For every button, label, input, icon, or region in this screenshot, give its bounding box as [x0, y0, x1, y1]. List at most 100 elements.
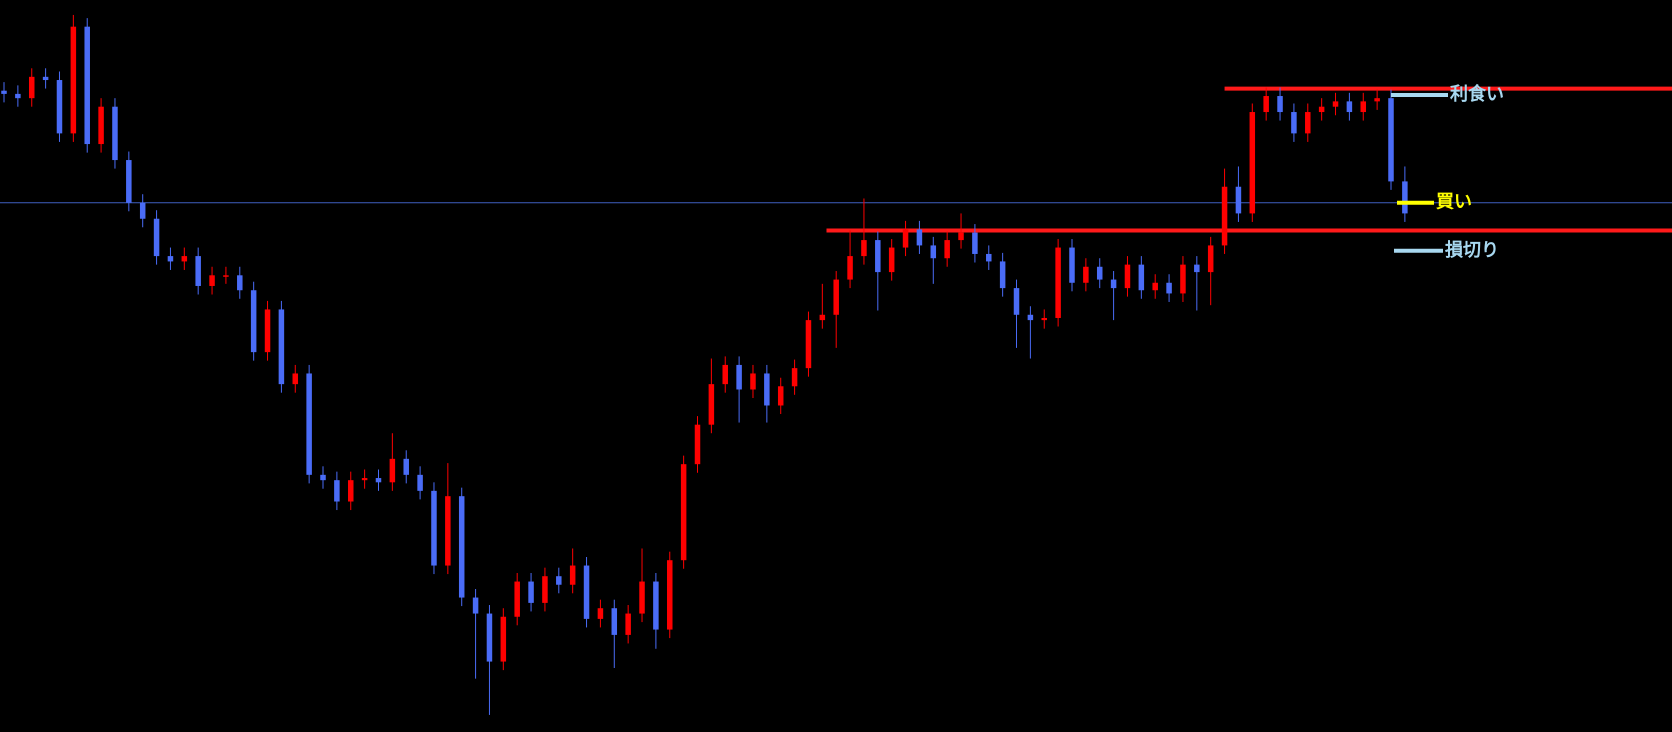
- candle-body: [195, 256, 201, 286]
- candle-body: [306, 373, 312, 475]
- candle-body: [1207, 245, 1214, 273]
- candle-body: [847, 256, 853, 280]
- candle-body: [445, 496, 451, 566]
- candle-body: [514, 581, 520, 617]
- candle-body: [70, 26, 77, 134]
- candle-body: [320, 474, 326, 481]
- candle-body: [791, 368, 798, 387]
- candle-body: [209, 275, 215, 286]
- candle-body: [708, 384, 715, 425]
- candle-body: [902, 229, 909, 248]
- candle-body: [1027, 314, 1034, 321]
- candle-body: [888, 247, 895, 273]
- candle-body: [556, 576, 562, 585]
- candle-body: [1, 90, 7, 94]
- candle-body: [472, 597, 479, 614]
- candle-body: [777, 386, 784, 406]
- candle-body: [389, 458, 396, 483]
- candle-body: [361, 478, 368, 481]
- candle-body: [139, 202, 146, 219]
- candle-body: [375, 478, 382, 483]
- candle-body: [583, 565, 590, 619]
- candle-body: [1332, 101, 1339, 107]
- candle-body: [1346, 101, 1353, 113]
- candle-body: [1013, 288, 1020, 315]
- candle-body: [292, 373, 299, 385]
- candle-body: [1194, 264, 1200, 273]
- candle-body: [764, 373, 770, 406]
- candle-body: [930, 245, 937, 259]
- candle-body: [1041, 317, 1047, 321]
- candle-body: [153, 218, 160, 257]
- candle-body: [1388, 98, 1394, 182]
- candle-body: [1083, 266, 1089, 283]
- candle-body: [916, 229, 923, 246]
- candle-body: [500, 616, 507, 662]
- candle-body: [98, 106, 104, 145]
- candle-body: [1249, 112, 1256, 214]
- candle-body: [181, 256, 188, 262]
- candle-body: [999, 261, 1006, 289]
- candle-body: [875, 240, 881, 273]
- candle-body: [680, 464, 687, 561]
- candle-body: [1291, 112, 1297, 134]
- candle-body: [694, 424, 701, 465]
- order-label: 買い: [1436, 192, 1472, 213]
- candle-body: [1055, 247, 1061, 318]
- candle-body: [958, 232, 964, 241]
- candle-body: [1360, 101, 1367, 113]
- candle-body: [264, 309, 271, 353]
- candle-body: [722, 364, 728, 385]
- candle-body: [84, 26, 90, 145]
- candle-body: [1263, 96, 1269, 113]
- candle-body: [348, 480, 354, 502]
- candle-body: [944, 240, 950, 259]
- candle-body: [972, 232, 978, 254]
- candle-body: [1305, 112, 1311, 134]
- candle-body: [736, 364, 742, 390]
- candle-body: [597, 608, 604, 619]
- candle-body: [1235, 186, 1242, 214]
- candle-body: [1069, 247, 1075, 283]
- candle-body: [431, 490, 437, 566]
- candle-body: [1096, 266, 1103, 280]
- candle-body: [528, 581, 534, 603]
- candle-body: [861, 240, 867, 257]
- candle-body: [167, 256, 174, 262]
- candle-body: [639, 581, 645, 614]
- order-label: 損切り: [1445, 239, 1499, 261]
- candle-body: [237, 275, 243, 291]
- candle-body: [126, 160, 132, 203]
- candle-body: [625, 613, 631, 635]
- candle-body: [56, 80, 63, 134]
- candle-body: [15, 93, 21, 99]
- order-label: 利食い: [1450, 83, 1504, 105]
- candle-body: [417, 474, 423, 491]
- candle-body: [1277, 96, 1283, 113]
- candle-body: [1402, 181, 1408, 214]
- candle-body: [1138, 264, 1145, 291]
- candle-body: [28, 76, 35, 99]
- candle-body: [1221, 186, 1228, 246]
- candle-body: [112, 106, 118, 161]
- candle-body: [653, 581, 659, 630]
- candle-body: [542, 576, 548, 603]
- candle-body: [278, 309, 285, 385]
- candle-body: [1318, 106, 1325, 113]
- candle-body: [458, 496, 465, 598]
- candle-body: [1374, 98, 1380, 102]
- candle-body: [819, 314, 826, 321]
- candle-body: [223, 275, 229, 277]
- candle-body: [750, 373, 756, 390]
- candle-body: [1124, 264, 1131, 289]
- candle-body: [250, 290, 257, 353]
- candle-body: [805, 320, 812, 369]
- candle-body: [1180, 264, 1186, 294]
- candle-body: [334, 480, 340, 502]
- candle-body: [1110, 279, 1117, 289]
- candle-body: [667, 560, 673, 630]
- candle-body: [986, 253, 992, 262]
- candle-body: [486, 613, 493, 662]
- candle-body: [403, 458, 409, 475]
